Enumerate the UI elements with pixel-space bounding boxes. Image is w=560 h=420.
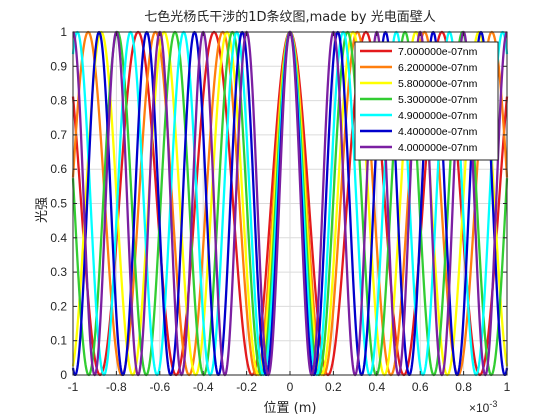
x-tick-label: -0.8 xyxy=(106,380,127,394)
y-tick-label: 0.7 xyxy=(50,128,67,142)
x-tick-label: -0.4 xyxy=(193,380,214,394)
x-tick-label: -0.2 xyxy=(236,380,257,394)
y-axis-title: 光强 xyxy=(35,197,50,223)
legend-items: 7.000000e-07nm 6.200000e-07nm 5.800000e-07… xyxy=(360,46,478,154)
y-tick-label: 0.1 xyxy=(50,334,67,348)
chart-title: 七色光杨氏干涉的1D条纹图,made by 光电面壁人 xyxy=(144,9,436,25)
legend-box xyxy=(354,41,499,161)
x-tick-label: 0.6 xyxy=(412,380,429,394)
y-tick-label: 0.8 xyxy=(50,94,67,108)
legend: 7.000000e-07nm 6.200000e-07nm 5.800000e-07… xyxy=(354,41,499,161)
y-tick-label: 0.2 xyxy=(50,299,67,313)
x-tick-label: -0.6 xyxy=(149,380,170,394)
y-tick-label: 0.3 xyxy=(50,265,67,279)
y-tick-label: 0.9 xyxy=(50,59,67,73)
x-tick-label: 1 xyxy=(504,380,511,394)
x-tick-label: 0.4 xyxy=(368,380,385,394)
x-tick-label: -1 xyxy=(68,380,79,394)
y-tick-label: 0.6 xyxy=(50,162,67,176)
x-exponent-base: ×10 xyxy=(469,401,490,415)
legend-label: 4.400000e-07nm xyxy=(398,126,478,138)
x-tick-label: 0 xyxy=(287,380,294,394)
legend-label: 5.300000e-07nm xyxy=(398,94,478,106)
x-axis-title: 位置 (m) xyxy=(264,401,317,416)
y-tick-labels: 0 0.1 0.2 0.3 0.4 0.5 0.6 0.7 0.8 0.9 1 xyxy=(50,25,67,382)
legend-label: 4.900000e-07nm xyxy=(398,110,478,122)
legend-label: 6.200000e-07nm xyxy=(398,62,478,74)
legend-label: 5.800000e-07nm xyxy=(398,78,478,90)
x-tick-labels: -1 -0.8 -0.6 -0.4 -0.2 0 0.2 0.4 0.6 0.8 1 xyxy=(68,380,511,394)
x-tick-label: 0.8 xyxy=(455,380,472,394)
legend-label: 4.000000e-07nm xyxy=(398,142,478,154)
y-tick-label: 0.5 xyxy=(50,197,67,211)
x-exponent-label: ×10-3 xyxy=(469,399,497,415)
x-tick-label: 0.2 xyxy=(325,380,342,394)
legend-label: 7.000000e-07nm xyxy=(398,46,478,58)
y-tick-label: 0 xyxy=(60,368,67,382)
y-tick-label: 1 xyxy=(60,25,67,39)
y-tick-label: 0.4 xyxy=(50,231,67,245)
x-exponent-power: -3 xyxy=(489,399,497,409)
ticks xyxy=(72,31,508,376)
